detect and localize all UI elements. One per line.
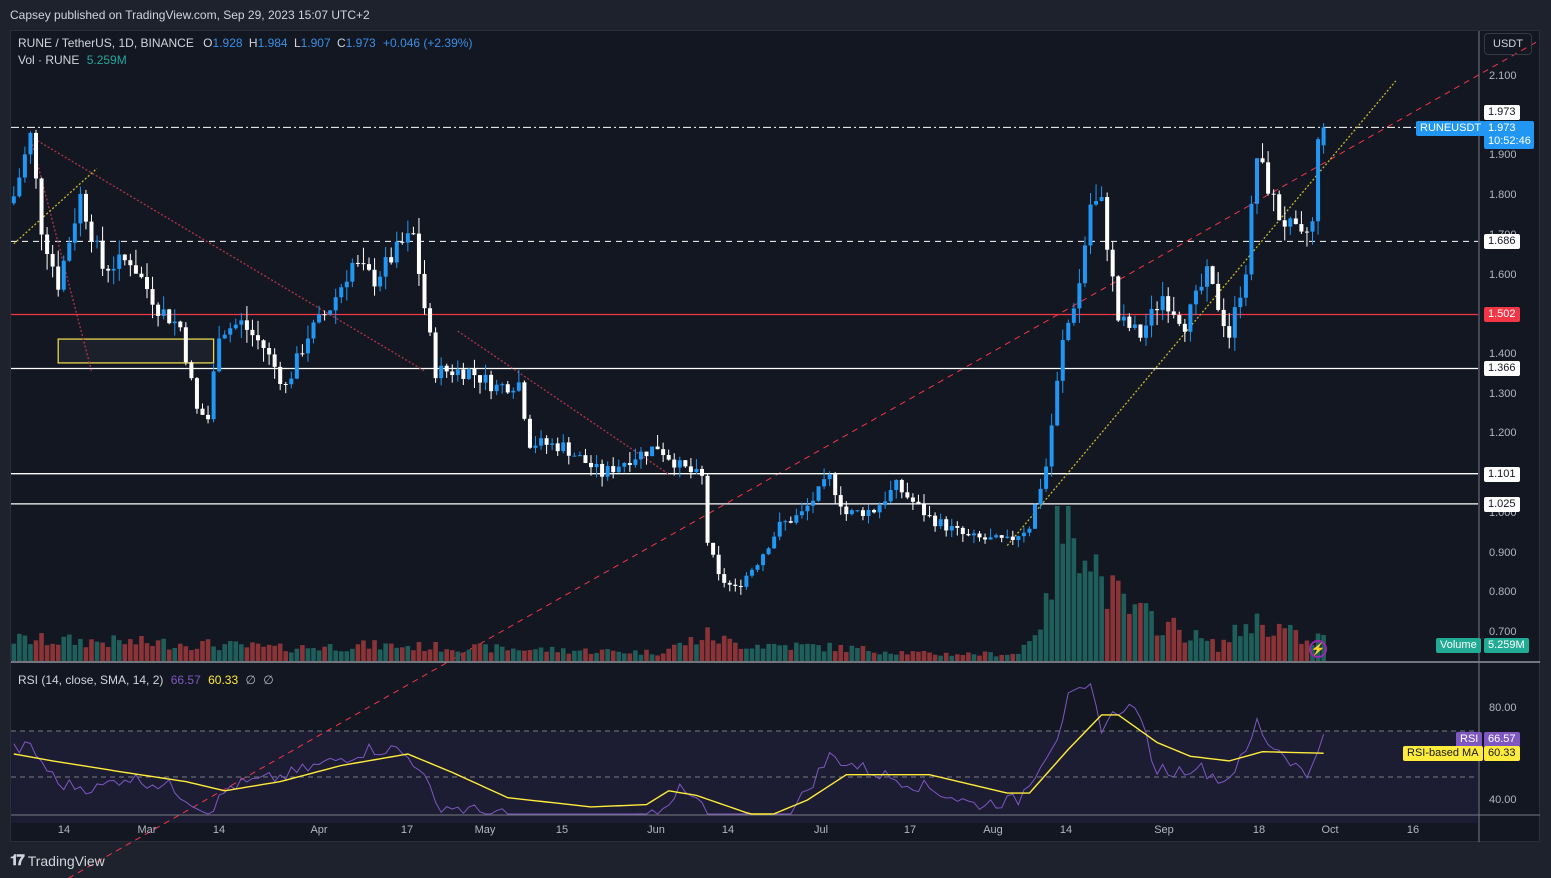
level-tag: 1.686 (1484, 234, 1520, 250)
lightning-icon[interactable]: ⚡ (1309, 640, 1327, 658)
time-label: 14 (57, 824, 71, 836)
rsi-tick-40: 40.00 (1489, 794, 1517, 806)
price-tick: 1.900 (1489, 149, 1517, 162)
level-tag: 1.502 (1484, 307, 1520, 323)
price-tick: 1.800 (1489, 189, 1517, 202)
time-label: 14 (1059, 824, 1073, 836)
price-tick: 0.900 (1489, 546, 1517, 559)
open-value: 1.928 (212, 36, 243, 50)
symbol-price-tag: RUNEUSDT (1416, 121, 1486, 136)
volume-value-tag: 5.259M (1484, 638, 1529, 653)
rsi-ma-label-tag: RSI-based MA (1403, 746, 1483, 761)
rsi-legend: RSI (14, close, SMA, 14, 2) 66.57 60.33 … (18, 673, 274, 687)
time-label: Apr (310, 824, 328, 836)
price-tick: 1.300 (1489, 387, 1517, 400)
na-icon: ∅ (245, 673, 256, 687)
price-tick: 2.100 (1489, 70, 1517, 82)
time-label: 18 (1252, 824, 1266, 836)
change-value: +0.046 (+2.39%) (383, 36, 473, 50)
price-tick: 1.400 (1489, 347, 1517, 360)
low-value: 1.907 (300, 36, 331, 50)
na-icon: ∅ (263, 673, 274, 687)
symbol-legend: RUNE / TetherUS, 1D, BINANCE O1.928 H1.9… (18, 36, 473, 50)
level-tag: 1.025 (1484, 496, 1520, 512)
tradingview-logo[interactable]: 𝟏𝟕 TradingView (10, 852, 105, 869)
last-price-tag: 1.973 10:52:46 (1484, 121, 1534, 149)
price-tick: 0.700 (1489, 625, 1517, 638)
time-label: May (474, 824, 496, 836)
price-tick: 0.800 (1489, 586, 1517, 599)
time-label: 14 (212, 824, 226, 836)
time-label: Oct (1321, 824, 1339, 836)
rsi-ma-value: 60.33 (208, 673, 239, 687)
tv-logo-icon: 𝟏𝟕 (10, 852, 25, 869)
rsi-tick-80: 80.00 (1489, 702, 1517, 714)
volume-value: 5.259M (86, 53, 127, 67)
level-tag: 1.973 (1484, 105, 1520, 121)
price-tick: 1.200 (1489, 427, 1517, 440)
rsi-title[interactable]: RSI (14, close, SMA, 14, 2) (18, 673, 164, 687)
level-tag: 1.101 (1484, 466, 1520, 482)
chart-frame[interactable] (10, 30, 1540, 842)
last-price: 1.973 (1488, 122, 1516, 134)
time-label: 14 (721, 824, 735, 836)
volume-title[interactable]: Vol · RUNE (18, 53, 80, 67)
time-label: Sep (1154, 824, 1174, 836)
close-value: 1.973 (345, 36, 376, 50)
rsi-value-tag: 66.57 (1484, 732, 1520, 747)
time-label: 15 (555, 824, 569, 836)
time-label: 17 (400, 824, 414, 836)
price-tick: 1.600 (1489, 268, 1517, 281)
volume-legend: Vol · RUNE 5.259M (18, 53, 127, 67)
brand-name: TradingView (27, 852, 105, 869)
high-value: 1.984 (257, 36, 288, 50)
time-label: Mar (137, 824, 157, 836)
bar-countdown: 10:52:46 (1488, 135, 1531, 147)
publish-line: Capsey published on TradingView.com, Sep… (10, 8, 370, 22)
symbol-title[interactable]: RUNE / TetherUS, 1D, BINANCE (18, 36, 194, 50)
rsi-ma-value-tag: 60.33 (1484, 746, 1520, 761)
time-label: 17 (903, 824, 917, 836)
volume-label-tag: Volume (1436, 638, 1481, 653)
time-label: Jul (813, 824, 829, 836)
rsi-label-tag: RSI (1456, 732, 1483, 747)
rsi-value: 66.57 (170, 673, 201, 687)
currency-button[interactable]: USDT (1484, 33, 1532, 55)
time-label: 16 (1406, 824, 1420, 836)
time-label: Aug (983, 824, 1003, 836)
time-label: Jun (647, 824, 665, 836)
level-tag: 1.366 (1484, 361, 1520, 377)
